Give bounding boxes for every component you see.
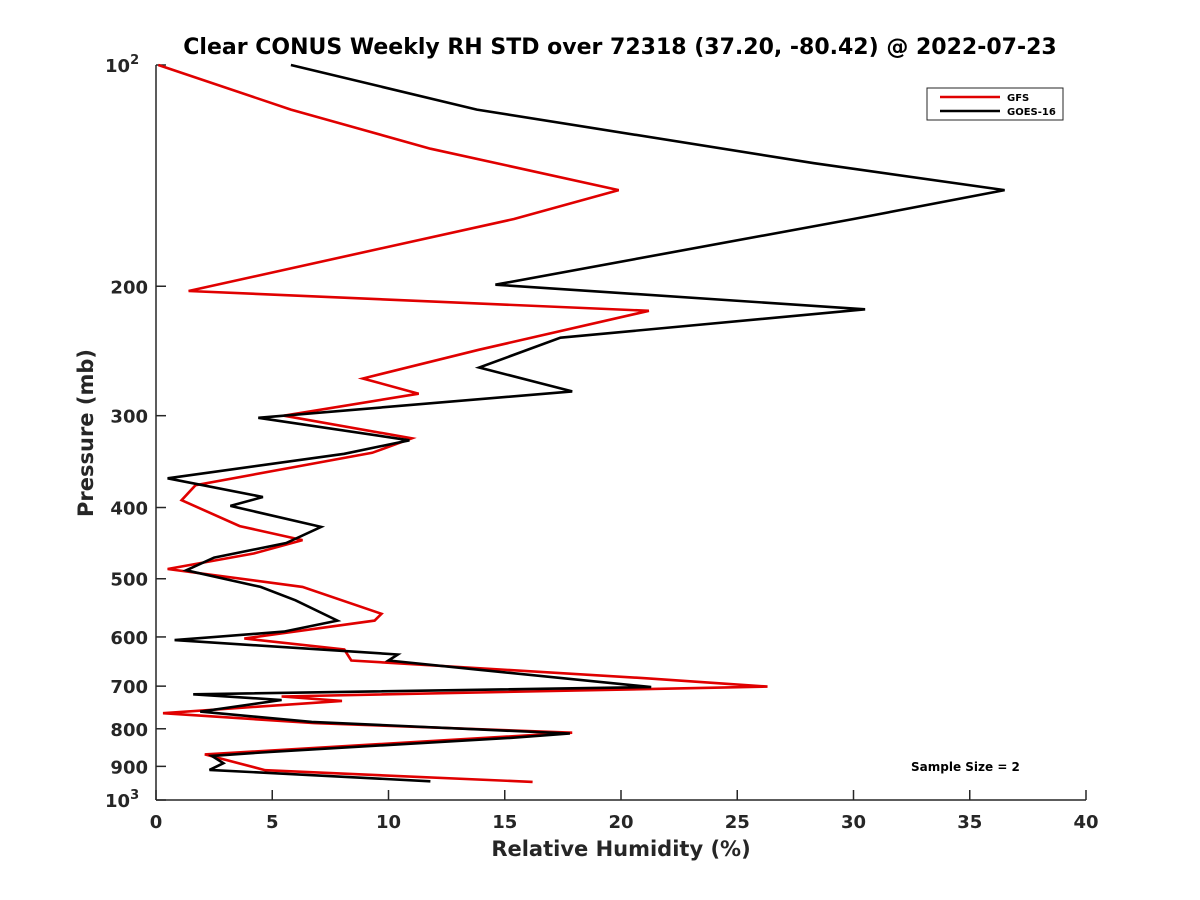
x-tick-label: 35 — [957, 812, 982, 833]
x-ticks: 0 5 10 15 20 25 30 35 40 — [150, 790, 1099, 833]
legend: GFS GOES-16 — [926, 87, 1064, 121]
y-tick-label: 300 — [110, 407, 148, 428]
y-tick-label: 900 — [110, 757, 148, 778]
x-tick-label: 15 — [492, 812, 517, 833]
x-tick-label: 0 — [150, 812, 163, 833]
y-ticks: 102 200 300 400 500 600 700 800 900 103 — [105, 53, 166, 812]
series-line-gfs — [157, 63, 768, 784]
y-axis-label: Pressure (mb) — [74, 349, 98, 517]
y-tick-label: 102 — [105, 53, 139, 77]
sample-size-annotation: Sample Size = 2 — [911, 760, 1020, 774]
x-tick-label: 5 — [266, 812, 279, 833]
y-tick-label: 800 — [110, 720, 148, 741]
y-tick-label: 400 — [110, 499, 148, 520]
series-line-goes16 — [167, 63, 1005, 783]
y-tick-label: 500 — [110, 570, 148, 591]
y-tick-label: 700 — [110, 677, 148, 698]
legend-label-gfs: GFS — [1007, 93, 1029, 104]
x-axis-label: Relative Humidity (%) — [491, 837, 750, 861]
x-tick-label: 40 — [1073, 812, 1098, 833]
legend-box — [926, 87, 1064, 121]
y-tick-label: 600 — [110, 628, 148, 649]
x-tick-label: 25 — [725, 812, 750, 833]
chart-title: Clear CONUS Weekly RH STD over 72318 (37… — [183, 35, 1056, 60]
x-tick-label: 20 — [608, 812, 633, 833]
x-tick-label: 30 — [841, 812, 866, 833]
y-tick-label: 103 — [105, 788, 139, 812]
series-lines — [157, 63, 1005, 784]
y-tick-label: 200 — [110, 277, 148, 298]
x-tick-label: 10 — [376, 812, 401, 833]
legend-label-goes16: GOES-16 — [1007, 107, 1056, 118]
